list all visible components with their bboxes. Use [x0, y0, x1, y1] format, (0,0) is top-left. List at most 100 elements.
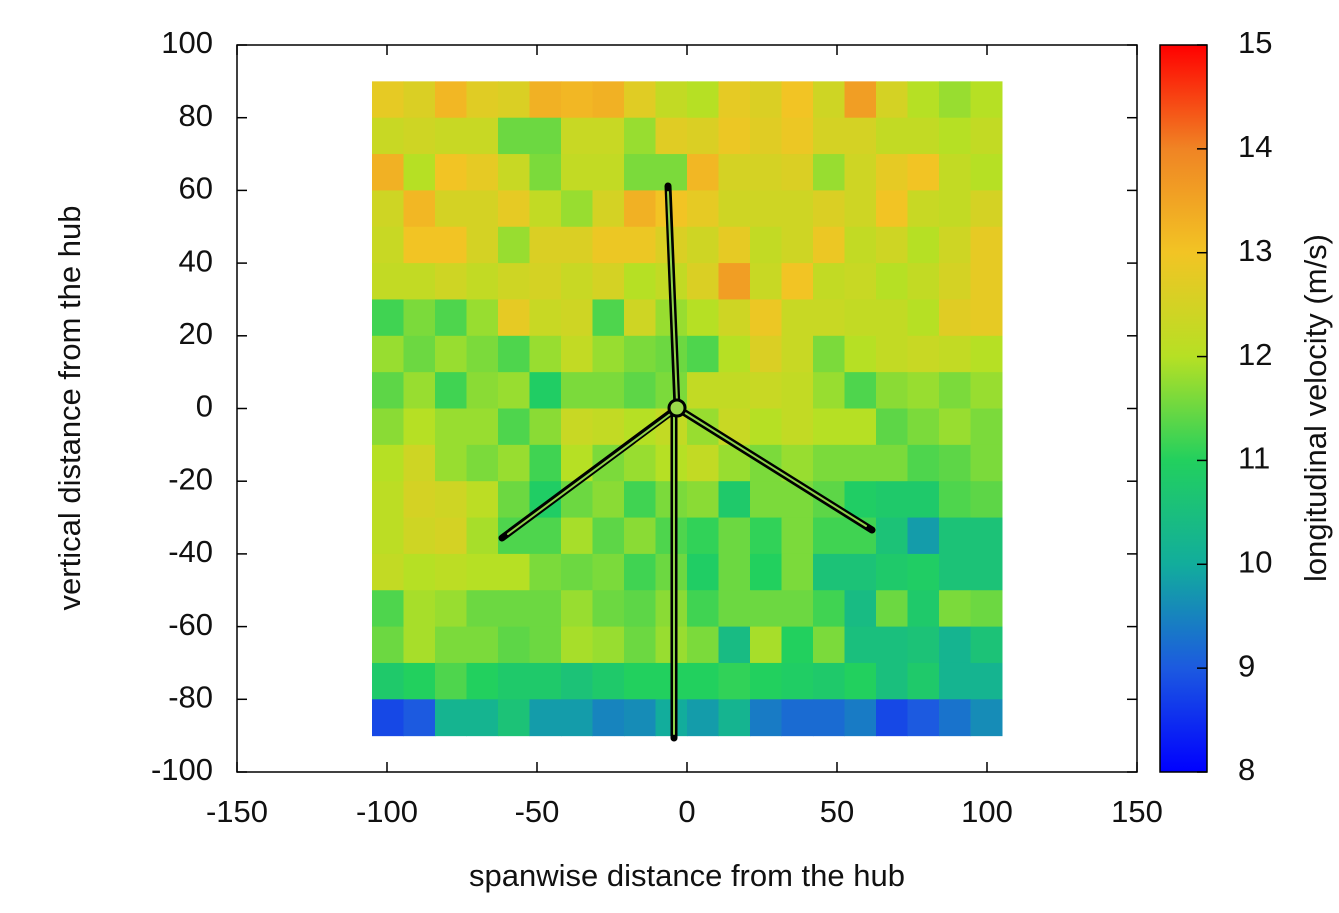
heat-cell — [466, 117, 499, 155]
heat-cell — [718, 190, 751, 228]
heat-cell — [529, 553, 562, 591]
heat-cell — [844, 81, 877, 119]
heat-cell — [813, 117, 845, 155]
heat-cell — [718, 117, 751, 155]
heat-cell — [939, 335, 971, 373]
heat-cell — [624, 226, 656, 264]
heat-cell — [498, 626, 530, 664]
colorbar-tick-label: 15 — [1238, 25, 1272, 60]
colorbar-label: longitudinal velocity (m/s) — [1298, 234, 1333, 582]
heat-cell — [435, 226, 467, 264]
turbine — [498, 182, 876, 742]
heat-cell — [403, 590, 436, 628]
heat-cell — [876, 590, 908, 628]
heat-cell — [529, 263, 562, 300]
heat-cell — [813, 517, 845, 555]
heat-cell — [750, 553, 782, 591]
heat-cell — [592, 81, 625, 119]
heat-cell — [466, 626, 499, 664]
heat-cell — [372, 626, 404, 664]
heat-cell — [403, 444, 436, 482]
heat-cell — [750, 481, 782, 519]
heat-cell — [561, 699, 593, 737]
heat-cell — [529, 299, 562, 337]
heat-cell — [529, 662, 562, 700]
heat-cell — [876, 517, 908, 555]
y-tick-label: 40 — [179, 243, 213, 278]
heat-cell — [466, 662, 499, 700]
heat-cell — [939, 662, 971, 700]
heat-cell — [592, 553, 625, 591]
heat-cell — [655, 154, 688, 191]
heat-cell — [813, 190, 845, 228]
heat-cell — [403, 154, 436, 191]
heat-cell — [907, 699, 940, 737]
heat-cell — [466, 226, 499, 264]
heat-cell — [466, 372, 499, 409]
y-tick-label: 20 — [179, 316, 213, 351]
heat-cell — [403, 263, 436, 300]
heat-cell — [876, 226, 908, 264]
heat-cell — [970, 590, 1003, 628]
heat-cell — [435, 372, 467, 409]
heat-cell — [750, 372, 782, 409]
heat-cell — [813, 626, 845, 664]
heat-cell — [403, 226, 436, 264]
heat-cell — [624, 154, 656, 191]
heat-cell — [624, 299, 656, 337]
heat-cell — [907, 408, 940, 446]
heat-cell — [844, 408, 877, 446]
heat-cell — [687, 81, 719, 119]
heat-cell — [466, 81, 499, 119]
heat-cell — [813, 335, 845, 373]
heat-cell — [687, 444, 719, 482]
heat-cell — [876, 372, 908, 409]
heat-cell — [529, 699, 562, 737]
heat-cell — [939, 444, 971, 482]
x-tick-label: 100 — [961, 794, 1013, 829]
heat-cell — [718, 553, 751, 591]
heat-cell — [781, 335, 814, 373]
heat-cell — [498, 190, 530, 228]
heat-cell — [435, 626, 467, 664]
heat-cell — [970, 517, 1003, 555]
heat-cell — [624, 626, 656, 664]
heat-cell — [939, 553, 971, 591]
heat-cell — [624, 553, 656, 591]
heat-cell — [403, 335, 436, 373]
heat-cell — [624, 190, 656, 228]
heat-cell — [813, 226, 845, 264]
heat-cell — [876, 662, 908, 700]
heat-cell — [718, 226, 751, 264]
x-axis-label: spanwise distance from the hub — [469, 858, 905, 893]
heat-cell — [876, 481, 908, 519]
heat-cell — [592, 299, 625, 337]
heat-cell — [970, 626, 1003, 664]
heat-cell — [781, 408, 814, 446]
heat-cell — [781, 517, 814, 555]
heat-cell — [813, 444, 845, 482]
heat-cell — [939, 699, 971, 737]
heat-cell — [466, 263, 499, 300]
heat-cell — [561, 590, 593, 628]
heat-cell — [939, 481, 971, 519]
heat-cell — [403, 626, 436, 664]
heat-cell — [970, 444, 1003, 482]
heat-cell — [372, 662, 404, 700]
heat-cell — [876, 335, 908, 373]
heat-cell — [498, 553, 530, 591]
heat-cell — [624, 117, 656, 155]
heat-cell — [844, 590, 877, 628]
heat-cell — [970, 699, 1003, 737]
heat-cell — [939, 263, 971, 300]
heat-cell — [876, 190, 908, 228]
heat-cell — [876, 408, 908, 446]
heat-cell — [907, 335, 940, 373]
heat-cell — [844, 699, 877, 737]
y-tick-label: 80 — [179, 98, 213, 133]
heat-cell — [624, 444, 656, 482]
y-tick-label: -20 — [168, 461, 213, 496]
heat-cell — [592, 226, 625, 264]
heat-cell — [907, 299, 940, 337]
heat-cell — [498, 335, 530, 373]
